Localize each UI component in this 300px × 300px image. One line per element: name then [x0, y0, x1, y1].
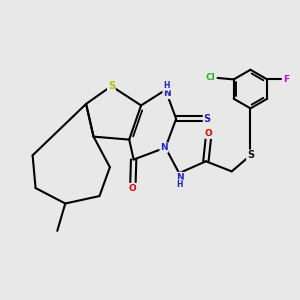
- Text: N: N: [160, 143, 168, 152]
- Text: F: F: [284, 75, 290, 84]
- Text: H: H: [176, 180, 183, 189]
- Text: O: O: [129, 184, 136, 193]
- Text: Cl: Cl: [206, 74, 216, 82]
- Text: S: S: [108, 81, 115, 91]
- Text: O: O: [205, 129, 213, 138]
- Text: S: S: [203, 114, 211, 124]
- Text: N: N: [163, 89, 171, 98]
- Text: S: S: [247, 150, 254, 160]
- Text: N: N: [176, 172, 184, 182]
- Text: H: H: [164, 81, 170, 90]
